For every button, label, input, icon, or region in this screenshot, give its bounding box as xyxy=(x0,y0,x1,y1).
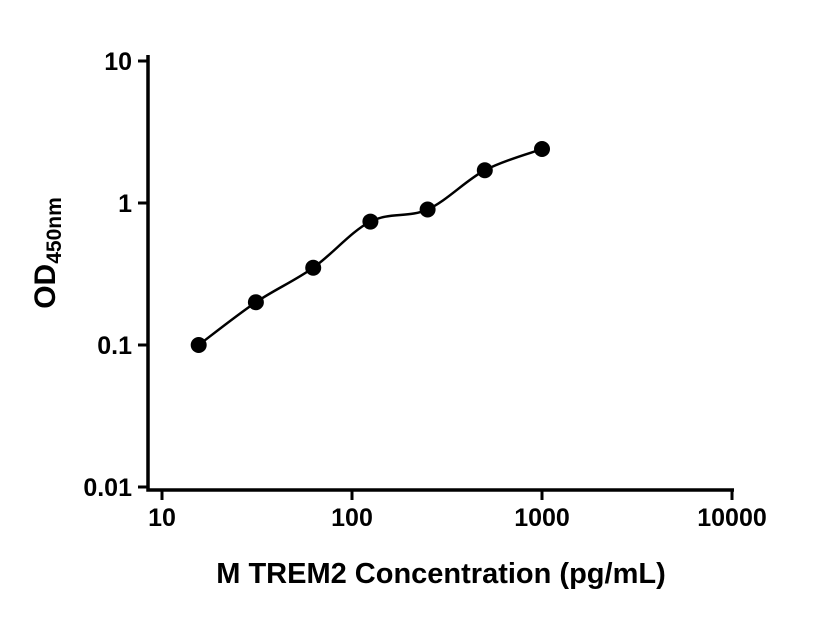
fit-curve xyxy=(197,147,543,347)
x-tick-label: 100 xyxy=(331,504,373,532)
data-point xyxy=(362,213,379,230)
x-tick-label: 10 xyxy=(148,504,176,532)
data-point xyxy=(476,162,493,179)
y-tick-label: 0.1 xyxy=(97,332,132,360)
y-axis-title-main: OD xyxy=(29,263,62,309)
y-tick-label: 0.01 xyxy=(83,474,132,502)
data-point xyxy=(247,294,264,311)
data-point xyxy=(419,201,436,218)
y-axis-title: OD450nm xyxy=(29,133,71,373)
x-axis-title: M TREM2 Concentration (pg/mL) xyxy=(216,558,666,590)
data-point xyxy=(305,259,322,276)
data-point xyxy=(190,337,207,353)
x-tick-label: 1000 xyxy=(514,504,570,532)
y-tick-label: 10 xyxy=(104,48,132,76)
axes xyxy=(146,55,734,492)
tick-labels: 10 100 1000 10000 0.01 0.1 1 10 xyxy=(83,48,766,532)
data-point xyxy=(534,141,550,158)
tick-marks xyxy=(138,59,734,500)
x-tick-label: 10000 xyxy=(697,504,767,532)
data-points xyxy=(190,141,550,353)
y-tick-label: 1 xyxy=(118,190,132,218)
y-axis-title-subscript: 450nm xyxy=(43,197,66,264)
